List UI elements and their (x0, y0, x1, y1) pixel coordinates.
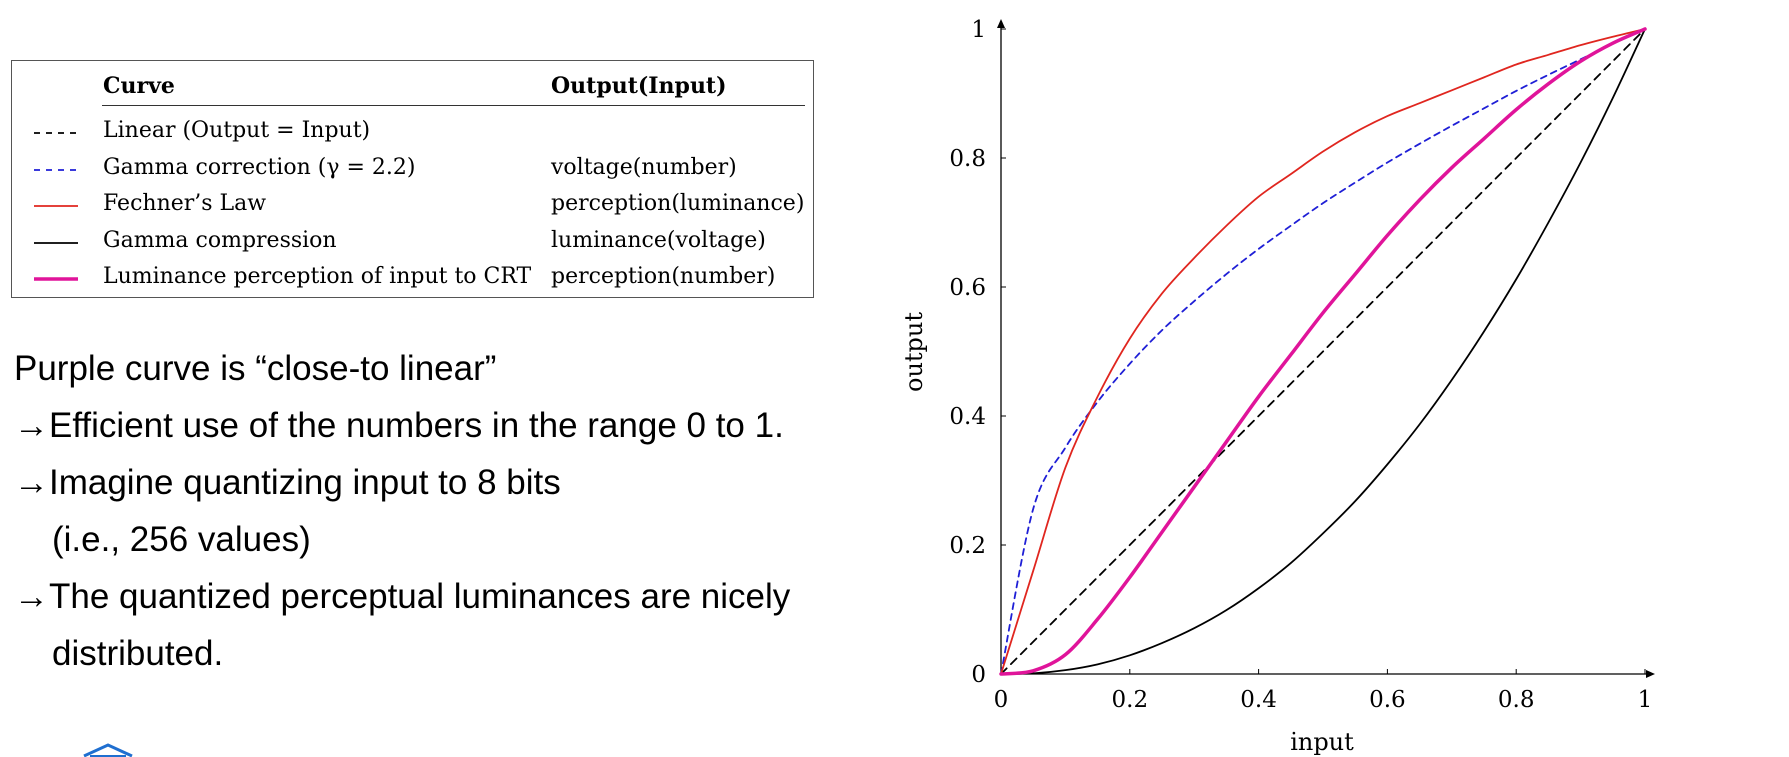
x-tick-label: 0.8 (1498, 687, 1535, 713)
axes: 0 0.2 0.4 0.6 0.8 1 0 0.2 0.4 0.6 0.8 1 (949, 17, 1655, 713)
y-tick-label: 0.4 (949, 404, 986, 430)
legend-label-linear: Linear (Output = Input) (103, 118, 371, 143)
x-tick-label: 0 (994, 687, 1009, 713)
y-tick-label: 0.6 (949, 275, 986, 301)
note-line-5: →The quantized perceptual luminances are… (14, 577, 791, 616)
series-line-luminance-perception-of-input-to-crt (999, 27, 1647, 676)
legend-sample-linear (34, 132, 78, 134)
legend-label-gamma-correction: Gamma correction (γ = 2.2) (103, 155, 416, 180)
legend-io-crt-perception: perception(number) (551, 264, 776, 289)
x-tick-label: 1 (1638, 687, 1653, 713)
x-tick-label: 0.6 (1369, 687, 1406, 713)
note-line-3: →Imagine quantizing input to 8 bits (14, 463, 561, 502)
y-axis-label: output (900, 312, 928, 392)
legend-row-linear: Linear (Output = Input) (12, 115, 813, 151)
legend-row-gamma-compression: Gamma compression luminance(voltage) (12, 225, 813, 261)
legend-io-gamma-correction: voltage(number) (551, 155, 737, 180)
y-tick-label: 0 (971, 662, 986, 688)
legend-row-gamma-correction: Gamma correction (γ = 2.2) voltage(numbe… (12, 152, 813, 188)
series-line-fechner-s-law (1000, 28, 1646, 675)
legend-table: Curve Output(Input) Linear (Output = Inp… (11, 60, 814, 298)
note-line-4: (i.e., 256 values) (52, 520, 311, 559)
x-axis-arrow (1646, 670, 1655, 678)
legend-label-gamma-compression: Gamma compression (103, 228, 337, 253)
note-line-6: distributed. (52, 634, 224, 673)
legend-io-fechner: perception(luminance) (551, 191, 805, 216)
home-icon[interactable] (80, 742, 136, 757)
legend-sample-gamma-compression (34, 242, 78, 244)
y-tick-label: 0.8 (949, 146, 986, 172)
legend-row-fechner: Fechner’s Law perception(luminance) (12, 188, 813, 224)
x-axis-label: input (1290, 728, 1354, 756)
x-tick-label: 0.2 (1112, 687, 1149, 713)
legend-row-crt-perception: Luminance perception of input to CRT per… (12, 261, 813, 297)
series-line-gamma-compression (1000, 28, 1646, 675)
y-tick-label: 0.2 (949, 533, 986, 559)
x-tick-label: 0.4 (1240, 687, 1277, 713)
series-lines (999, 27, 1647, 676)
legend-sample-fechner (34, 205, 78, 207)
legend-sample-crt-perception (34, 277, 78, 281)
legend-label-fechner: Fechner’s Law (103, 191, 267, 216)
legend-header-output-input: Output(Input) (551, 73, 727, 99)
note-line-2: →Efficient use of the numbers in the ran… (14, 406, 784, 445)
legend-label-crt-perception: Luminance perception of input to CRT (103, 264, 532, 289)
legend-io-gamma-compression: luminance(voltage) (551, 228, 766, 253)
legend-sample-gamma-correction (34, 169, 78, 171)
y-tick-label: 1 (971, 17, 986, 43)
legend-header-rule (102, 105, 805, 106)
note-line-1: Purple curve is “close-to linear” (14, 349, 497, 388)
y-axis-arrow (997, 19, 1005, 28)
series-line-linear-output-input (1000, 28, 1646, 675)
series-line-gamma-correction-2-2 (1000, 28, 1646, 675)
notes-text-block: Purple curve is “close-to linear” →Effic… (14, 340, 894, 682)
legend-header-curve: Curve (103, 73, 175, 99)
